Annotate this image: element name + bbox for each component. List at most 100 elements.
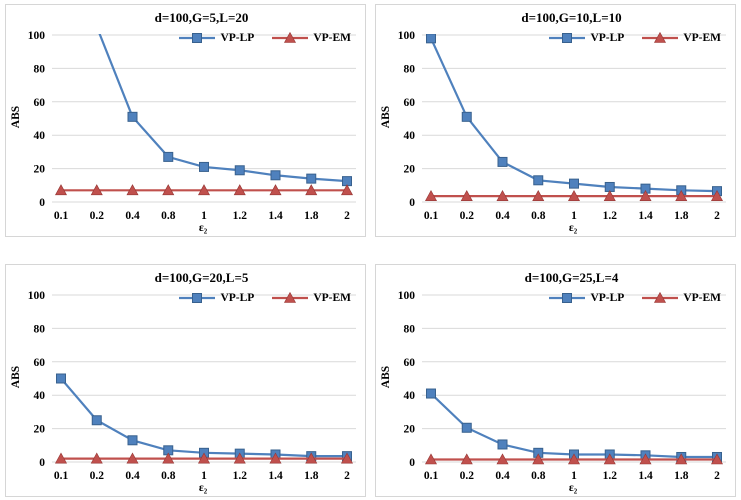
svg-text:60: 60 <box>34 357 46 369</box>
svg-text:0.4: 0.4 <box>495 210 510 222</box>
chart-title: d=100,G=10,L=10 <box>521 10 622 25</box>
chart-title: d=100,G=25,L=4 <box>524 270 619 285</box>
svg-text:1.2: 1.2 <box>233 210 248 222</box>
svg-text:100: 100 <box>28 290 46 302</box>
svg-text:1.4: 1.4 <box>268 470 283 482</box>
legend-label-vp-lp: VP-LP <box>220 292 255 304</box>
svg-text:0: 0 <box>409 197 415 209</box>
vp-lp-line-icon <box>549 33 586 43</box>
svg-text:1.2: 1.2 <box>603 470 618 482</box>
legend-item-vp-em: VP-EM <box>272 292 351 304</box>
svg-text:0.8: 0.8 <box>531 470 546 482</box>
svg-text:20: 20 <box>404 164 416 176</box>
chart-title: d=100,G=20,L=5 <box>154 270 249 285</box>
x-axis-label: ε₂ <box>198 482 208 494</box>
svg-text:2: 2 <box>344 210 350 222</box>
legend-label-vp-lp: VP-LP <box>220 32 255 44</box>
legend-item-vp-lp: VP-LP <box>179 292 254 304</box>
legend: VP-LP VP-EM <box>549 292 721 304</box>
chart-panel-top-right: d=100,G=10,L=10 ABS 0 20 40 60 80 100 0.1 0.2 0.… <box>375 4 736 237</box>
legend-label-vp-em: VP-EM <box>683 32 721 44</box>
x-axis-label: ε₂ <box>568 222 578 234</box>
svg-text:1.8: 1.8 <box>674 470 689 482</box>
svg-text:0.2: 0.2 <box>460 470 475 482</box>
svg-text:60: 60 <box>404 357 416 369</box>
svg-text:1.8: 1.8 <box>674 210 689 222</box>
svg-text:0.2: 0.2 <box>90 210 105 222</box>
svg-text:2: 2 <box>714 210 720 222</box>
svg-text:40: 40 <box>34 390 46 402</box>
svg-text:1.8: 1.8 <box>304 210 319 222</box>
svg-text:1.4: 1.4 <box>638 210 653 222</box>
svg-text:0.1: 0.1 <box>54 470 69 482</box>
svg-text:20: 20 <box>34 164 46 176</box>
svg-text:0: 0 <box>409 457 415 469</box>
chart-title: d=100,G=5,L=20 <box>154 10 249 25</box>
x-axis-label: ε₂ <box>568 482 578 494</box>
legend-item-vp-lp: VP-LP <box>549 292 624 304</box>
svg-text:80: 80 <box>404 63 416 75</box>
legend-item-vp-em: VP-EM <box>642 292 721 304</box>
svg-text:1: 1 <box>571 210 577 222</box>
plot-area: 0 20 40 60 80 100 0.1 0.2 0.4 0.8 1 1.2 1.4 1.8 2 <box>398 30 726 222</box>
svg-text:0.4: 0.4 <box>495 470 510 482</box>
svg-text:0.8: 0.8 <box>161 210 176 222</box>
legend: VP-LP VP-EM <box>179 32 351 44</box>
svg-text:0.8: 0.8 <box>161 470 176 482</box>
chart-panel-bottom-left: d=100,G=20,L=5 ABS 0 20 40 60 80 100 0.1 0.2 0.4… <box>5 264 366 497</box>
svg-text:40: 40 <box>34 130 46 142</box>
legend-label-vp-em: VP-EM <box>313 292 351 304</box>
vp-lp-line-icon <box>179 33 216 43</box>
chart-panel-bottom-right: d=100,G=25,L=4 ABS 0 20 40 60 80 100 0.1 0.2 0.4… <box>375 264 736 497</box>
svg-text:0.2: 0.2 <box>460 210 475 222</box>
legend-item-vp-lp: VP-LP <box>549 32 624 44</box>
svg-text:1.2: 1.2 <box>233 470 248 482</box>
vp-lp-line-icon <box>549 293 586 303</box>
plot-area: 0 20 40 60 80 100 0.1 0.2 0.4 0.8 1 1.2 1.4 1.8 2 <box>28 30 356 222</box>
vp-em-line-icon <box>272 292 309 303</box>
svg-text:1: 1 <box>201 210 207 222</box>
vp-em-line-icon <box>272 32 309 43</box>
legend-label-vp-em: VP-EM <box>313 32 351 44</box>
svg-text:40: 40 <box>404 130 416 142</box>
legend: VP-LP VP-EM <box>549 32 721 44</box>
svg-text:20: 20 <box>404 424 416 436</box>
legend-item-vp-lp: VP-LP <box>179 32 254 44</box>
svg-text:1.4: 1.4 <box>268 210 283 222</box>
vp-lp-line-icon <box>179 293 216 303</box>
svg-text:0.4: 0.4 <box>125 210 140 222</box>
chart-panel-top-left: d=100,G=5,L=20 ABS 0 20 40 60 80 100 0.1 0.2 0.4… <box>5 4 366 237</box>
svg-text:100: 100 <box>28 30 46 42</box>
legend-item-vp-em: VP-EM <box>642 32 721 44</box>
plot-area: 0 20 40 60 80 100 0.1 0.2 0.4 0.8 1 1.2 1.4 1.8 2 <box>28 290 356 482</box>
svg-text:100: 100 <box>398 290 416 302</box>
svg-text:100: 100 <box>398 30 416 42</box>
svg-text:1.8: 1.8 <box>304 470 319 482</box>
svg-text:0.1: 0.1 <box>424 470 439 482</box>
svg-text:0.2: 0.2 <box>90 470 105 482</box>
svg-text:0.1: 0.1 <box>424 210 439 222</box>
legend: VP-LP VP-EM <box>179 292 351 304</box>
svg-text:2: 2 <box>344 470 350 482</box>
svg-text:1.2: 1.2 <box>603 210 618 222</box>
svg-text:2: 2 <box>714 470 720 482</box>
svg-text:40: 40 <box>404 390 416 402</box>
svg-text:80: 80 <box>404 323 416 335</box>
legend-label-vp-lp: VP-LP <box>590 32 625 44</box>
svg-text:80: 80 <box>34 63 46 75</box>
svg-text:0: 0 <box>39 457 45 469</box>
plot-area: 0 20 40 60 80 100 0.1 0.2 0.4 0.8 1 1.2 1.4 1.8 2 <box>398 290 726 482</box>
svg-text:0.4: 0.4 <box>125 470 140 482</box>
svg-text:80: 80 <box>34 323 46 335</box>
vp-em-line-icon <box>642 32 679 43</box>
svg-text:60: 60 <box>404 97 416 109</box>
svg-text:1: 1 <box>571 470 577 482</box>
svg-text:0.1: 0.1 <box>54 210 69 222</box>
legend-label-vp-lp: VP-LP <box>590 292 625 304</box>
svg-text:1: 1 <box>201 470 207 482</box>
svg-text:20: 20 <box>34 424 46 436</box>
svg-text:60: 60 <box>34 97 46 109</box>
legend-item-vp-em: VP-EM <box>272 32 351 44</box>
x-axis-label: ε₂ <box>198 222 208 234</box>
